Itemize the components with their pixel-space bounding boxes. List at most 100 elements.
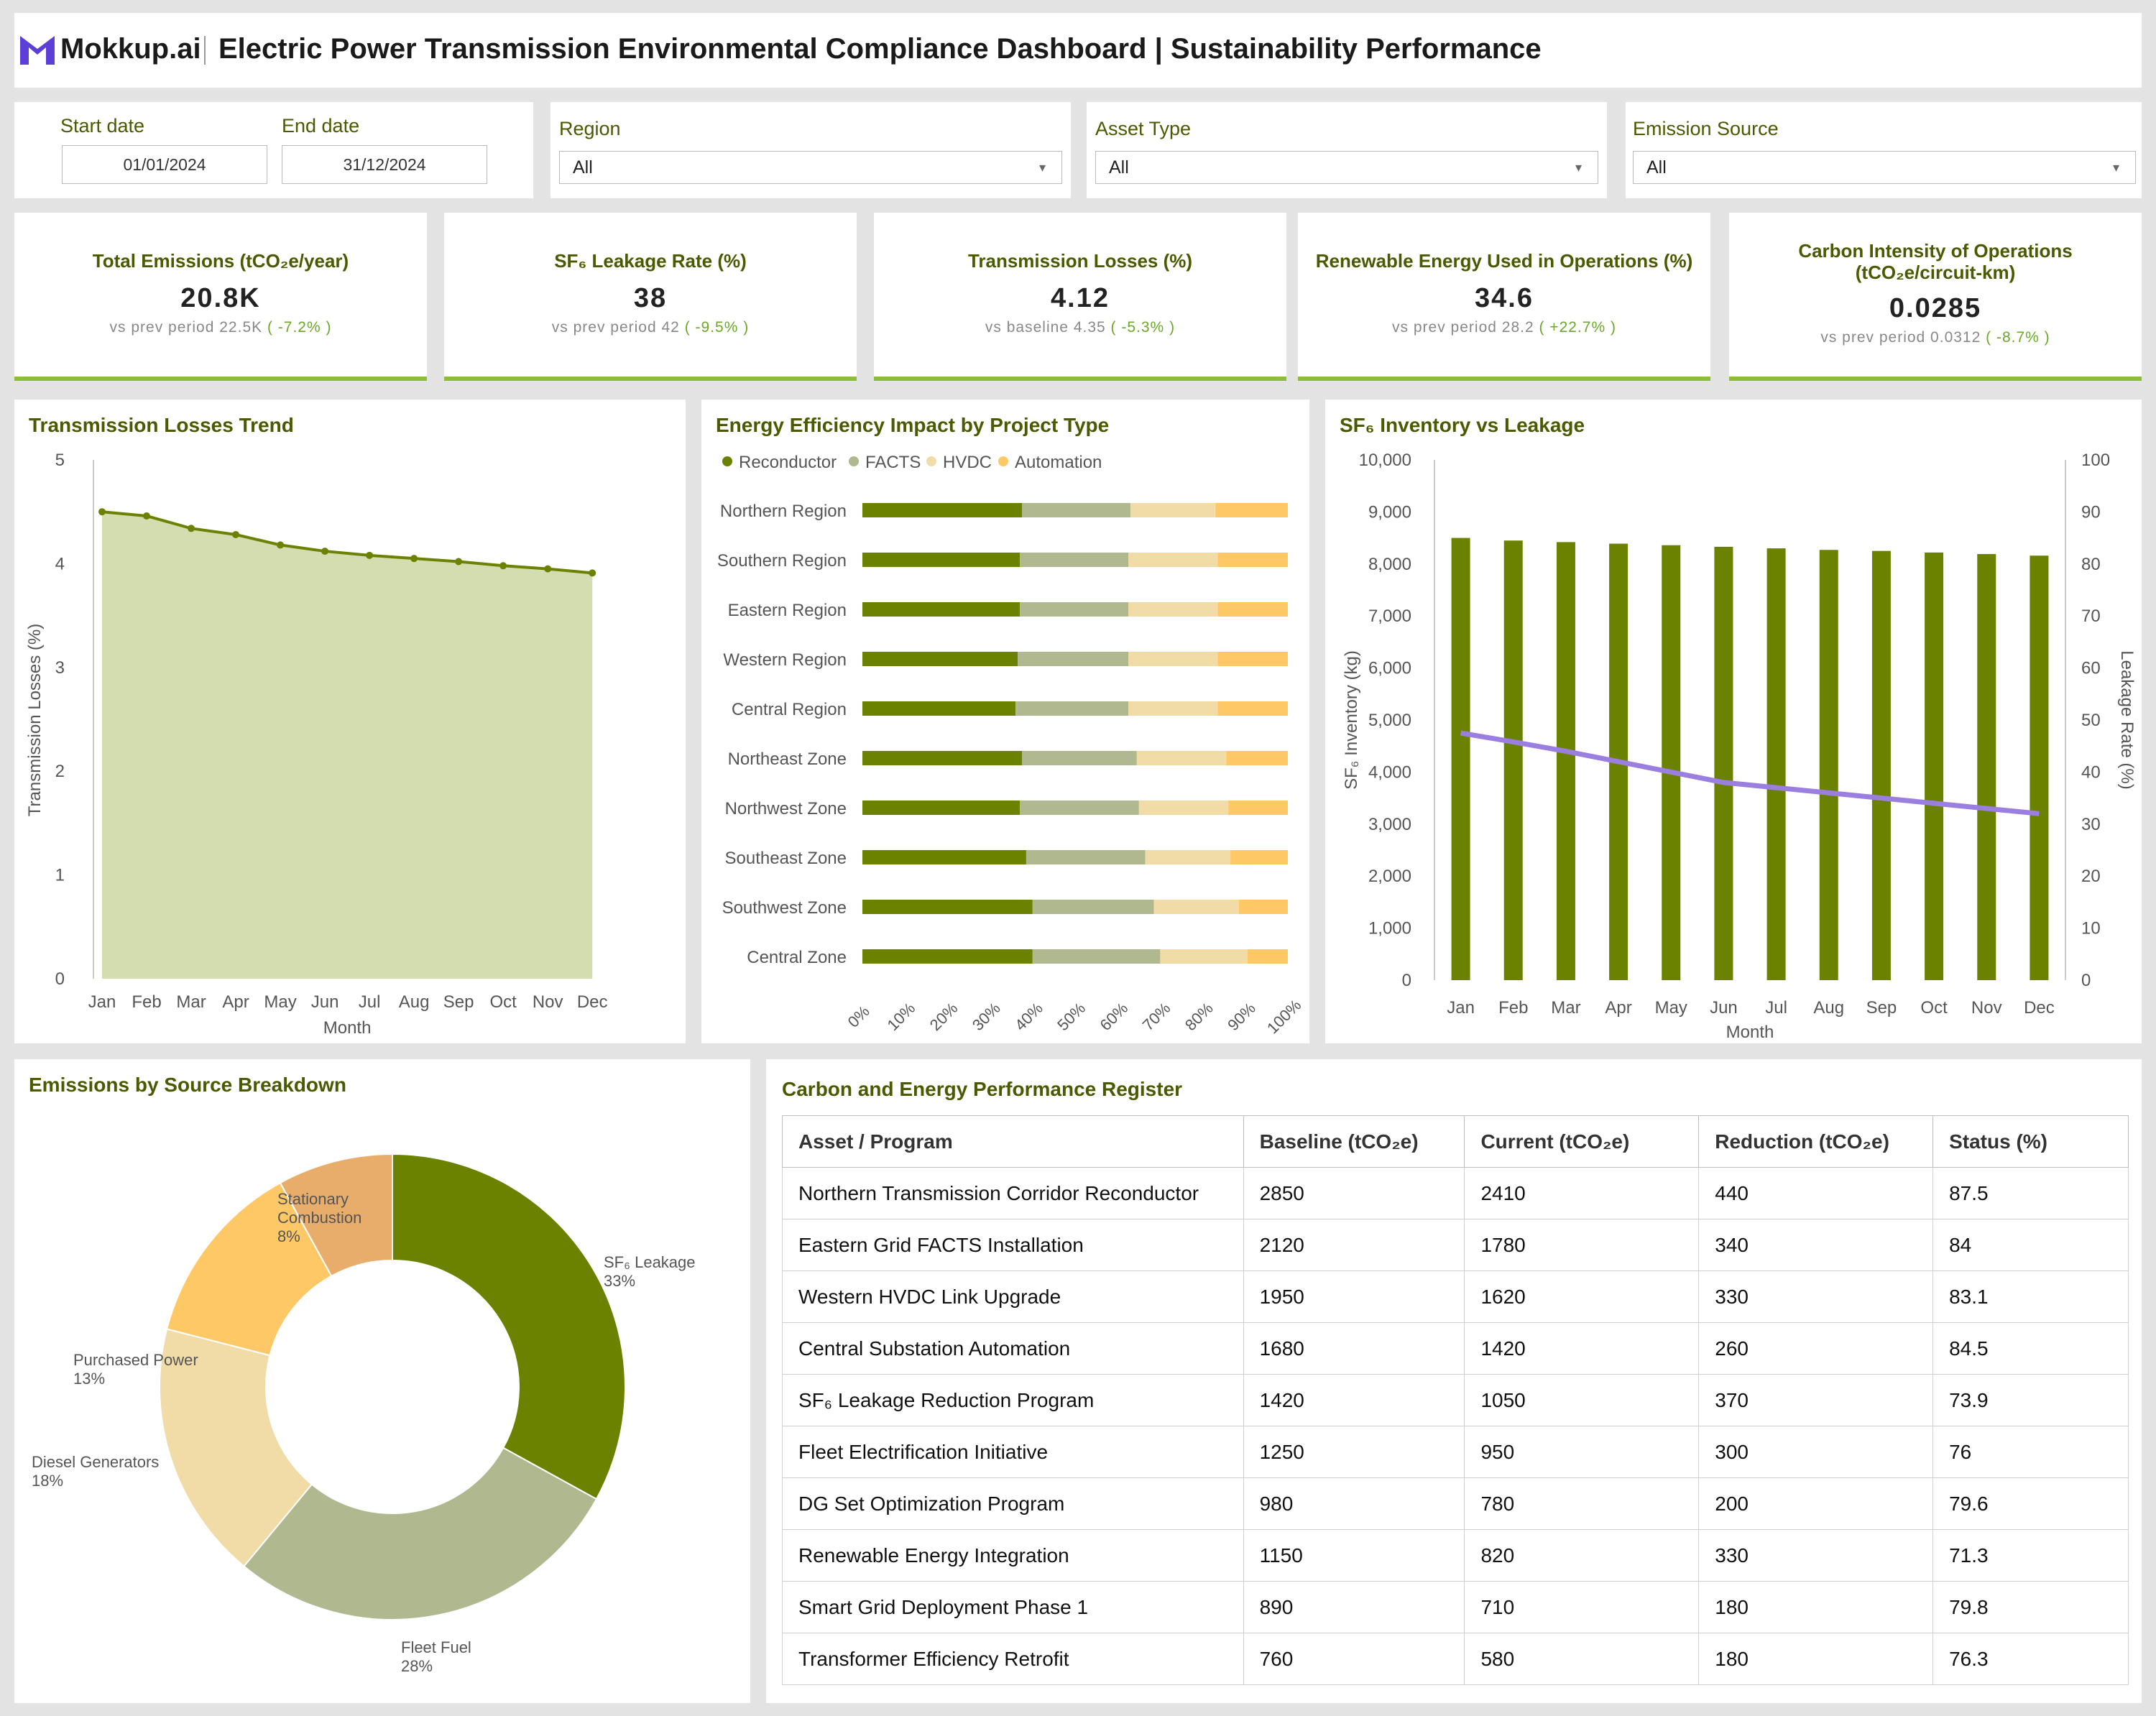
category-label: Southeast Zone <box>725 849 847 868</box>
kpi-value: 0.0285 <box>1889 293 1982 323</box>
category-label: Eastern Region <box>728 601 847 620</box>
bar <box>1925 552 1944 980</box>
bar-segment <box>1136 751 1227 765</box>
table-cell: Western HVDC Link Upgrade <box>782 1270 1244 1323</box>
column-header[interactable]: Baseline (tCO₂e) <box>1243 1115 1465 1168</box>
table-cell: 780 <box>1464 1477 1700 1530</box>
emission-source-select[interactable]: All ▾ <box>1633 151 2136 184</box>
y2-tick-label: 70 <box>2081 606 2101 626</box>
y-tick-label: 0 <box>1402 971 1411 990</box>
bar-segment <box>1217 701 1288 716</box>
y2-tick-label: 10 <box>2081 919 2101 938</box>
table-row: Smart Grid Deployment Phase 1 890 710 180 79… <box>782 1581 2129 1633</box>
table-cell: 1620 <box>1464 1270 1700 1323</box>
x-tick-label: Jan <box>88 992 116 1012</box>
region-value: All <box>573 157 593 177</box>
category-label: Southwest Zone <box>722 898 847 918</box>
x-tick-label: Sep <box>1866 998 1897 1018</box>
x-tick-label: May <box>1655 998 1687 1018</box>
y2-tick-label: 100 <box>2081 451 2110 470</box>
kpi-value: 20.8K <box>180 283 261 313</box>
data-point <box>232 530 240 538</box>
table-cell: 83.1 <box>1932 1270 2129 1323</box>
x-tick-label: Jan <box>1447 998 1475 1018</box>
kpi-total-emissions: Total Emissions (tCO₂e/year) 20.8K vs pr… <box>14 213 427 381</box>
table-cell: 73.9 <box>1932 1374 2129 1426</box>
region-select[interactable]: All ▾ <box>559 151 1062 184</box>
x-tick-label: 80% <box>1181 999 1217 1034</box>
table-row: Fleet Electrification Initiative 1250 950 3… <box>782 1426 2129 1478</box>
bar-segment <box>862 553 1021 567</box>
data-point <box>98 508 106 516</box>
legend-marker <box>849 456 859 466</box>
x-tick-label: 100% <box>1263 996 1304 1037</box>
table-row: Transformer Efficiency Retrofit 760 580 180… <box>782 1633 2129 1685</box>
slice-pct: 8% <box>277 1227 300 1245</box>
table-row: DG Set Optimization Program 980 780 200 79.6 <box>782 1477 2129 1530</box>
table-cell: 200 <box>1698 1477 1934 1530</box>
kpi-carbon-intensity: Carbon Intensity of Operations (tCO₂e/ci… <box>1729 213 2142 381</box>
x-tick-label: Dec <box>577 992 608 1012</box>
kpi-delta: ( -9.5% ) <box>684 319 750 336</box>
header-bar <box>14 13 2142 88</box>
x-tick-label: 0% <box>844 1002 873 1031</box>
table-cell: SF₆ Leakage Reduction Program <box>782 1374 1244 1426</box>
y-tick-label: 5 <box>55 451 65 470</box>
kpi-delta: ( -5.3% ) <box>1110 319 1176 336</box>
register-title: Carbon and Energy Performance Register <box>782 1078 1183 1100</box>
bar-segment <box>1130 503 1216 517</box>
column-header[interactable]: Asset / Program <box>782 1115 1244 1168</box>
kpi-title: SF₆ Leakage Rate (%) <box>554 250 747 272</box>
category-label: Northeast Zone <box>728 749 847 769</box>
y-tick-label: 7,000 <box>1368 606 1411 626</box>
kpi-title: Transmission Losses (%) <box>967 250 1193 272</box>
bar <box>1766 548 1786 980</box>
logo-text[interactable]: Mokkup.ai <box>60 33 201 65</box>
kpi-compare: vs prev period 42 <box>551 319 680 336</box>
column-header[interactable]: Current (tCO₂e) <box>1464 1115 1700 1168</box>
y-tick-label: 4 <box>55 554 65 573</box>
kpi-delta: ( -7.2% ) <box>267 319 332 336</box>
table-row: Central Substation Automation 1680 1420 260… <box>782 1322 2129 1375</box>
kpi-value: 34.6 <box>1475 283 1534 313</box>
asset-type-select[interactable]: All ▾ <box>1095 151 1598 184</box>
slice-pct: 33% <box>604 1272 635 1290</box>
start-date-input[interactable]: 01/01/2024 <box>62 145 267 184</box>
legend-marker <box>998 456 1008 466</box>
table-cell: Fleet Electrification Initiative <box>782 1426 1244 1478</box>
bar-segment <box>862 701 1016 716</box>
x-tick-label: Oct <box>489 992 517 1012</box>
y2-tick-label: 40 <box>2081 762 2101 782</box>
y-tick-label: 0 <box>55 969 65 989</box>
emission-source-value: All <box>1646 157 1667 177</box>
end-date-input[interactable]: 31/12/2024 <box>282 145 487 184</box>
table-cell: 330 <box>1698 1529 1934 1582</box>
category-label: Central Zone <box>747 948 847 967</box>
table-row: Western HVDC Link Upgrade 1950 1620 330 83.1 <box>782 1270 2129 1323</box>
y-tick-label: 9,000 <box>1368 502 1411 522</box>
x-tick-label: Sep <box>443 992 474 1012</box>
donut-slice <box>279 1153 393 1278</box>
losses-trend-chart: 0 1 2 3 4 5 Jan Feb Mar Apr May Jun Jul Aug Sep Oct Nov D… <box>25 451 608 1038</box>
kpi-value: 38 <box>633 283 668 313</box>
bar <box>1451 538 1470 980</box>
column-header[interactable]: Status (%) <box>1932 1115 2129 1168</box>
bar-segment <box>1032 900 1154 914</box>
bar-segment <box>862 949 1033 964</box>
table-cell: 580 <box>1464 1633 1700 1685</box>
x-tick-label: 10% <box>883 999 918 1034</box>
x-tick-label: Jul <box>1765 998 1787 1018</box>
kpi-compare: vs baseline 4.35 <box>985 319 1106 336</box>
bar-segment <box>1238 900 1288 914</box>
data-point <box>499 562 507 570</box>
kpi-title: Total Emissions (tCO₂e/year) <box>92 250 349 272</box>
table-cell: 980 <box>1243 1477 1465 1530</box>
table-cell: 71.3 <box>1932 1529 2129 1582</box>
mokkup-logo-icon <box>20 36 55 65</box>
kpi-sf6-leakage: SF₆ Leakage Rate (%) 38 vs prev period 4… <box>444 213 857 381</box>
y2-tick-label: 90 <box>2081 502 2101 522</box>
data-point <box>366 551 374 559</box>
y2-tick-label: 30 <box>2081 815 2101 834</box>
slice-label: Diesel Generators <box>32 1453 159 1471</box>
column-header[interactable]: Reduction (tCO₂e) <box>1698 1115 1934 1168</box>
